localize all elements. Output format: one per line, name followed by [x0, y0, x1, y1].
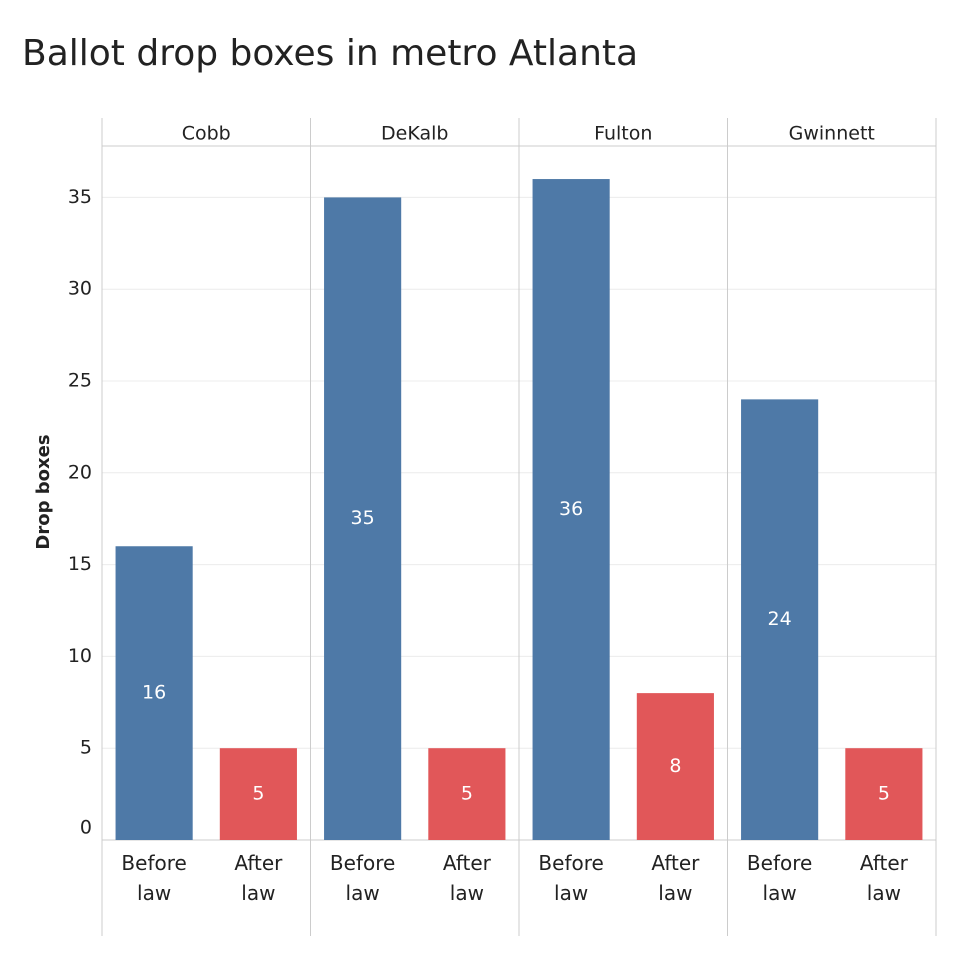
data-label: 5 — [252, 783, 264, 805]
bar — [428, 748, 506, 840]
facet-label: Gwinnett — [789, 123, 875, 145]
x-tick-label: Before law — [121, 851, 187, 905]
bar — [741, 399, 819, 840]
facet-label: Cobb — [182, 123, 231, 145]
x-tick-label: Before law — [538, 851, 604, 905]
bar — [845, 748, 923, 840]
x-tick-label: Before law — [746, 851, 813, 905]
data-label: 5 — [878, 783, 890, 805]
x-tick-label: Before law — [329, 851, 396, 905]
y-tick-label: 15 — [68, 553, 92, 575]
bar — [324, 197, 402, 840]
x-tick-label: After law — [859, 851, 908, 905]
y-tick-label: 20 — [68, 461, 92, 483]
facet-label: Fulton — [594, 123, 652, 145]
y-tick-label: 10 — [68, 645, 92, 667]
bar — [532, 179, 610, 841]
y-tick-label: 5 — [80, 737, 92, 759]
bar — [115, 546, 193, 840]
bar — [636, 693, 714, 840]
chart-title: Ballot drop boxes in metro Atlanta — [22, 33, 638, 74]
x-tick-label: After law — [651, 851, 700, 905]
y-tick-label: 35 — [68, 186, 92, 208]
facet-label: DeKalb — [381, 123, 448, 145]
data-label: 24 — [768, 608, 792, 630]
y-axis-label: Drop boxes — [33, 434, 54, 549]
y-tick-label: 25 — [68, 370, 92, 392]
data-label: 35 — [351, 507, 375, 529]
x-tick-label: After law — [234, 851, 283, 905]
data-label: 36 — [559, 498, 583, 520]
y-tick-label: 0 — [80, 817, 92, 839]
bar — [219, 748, 297, 840]
y-tick-label: 30 — [68, 278, 92, 300]
data-label: 16 — [142, 682, 166, 704]
data-label: 5 — [461, 783, 473, 805]
x-tick-label: After law — [442, 851, 491, 905]
data-label: 8 — [669, 755, 681, 777]
